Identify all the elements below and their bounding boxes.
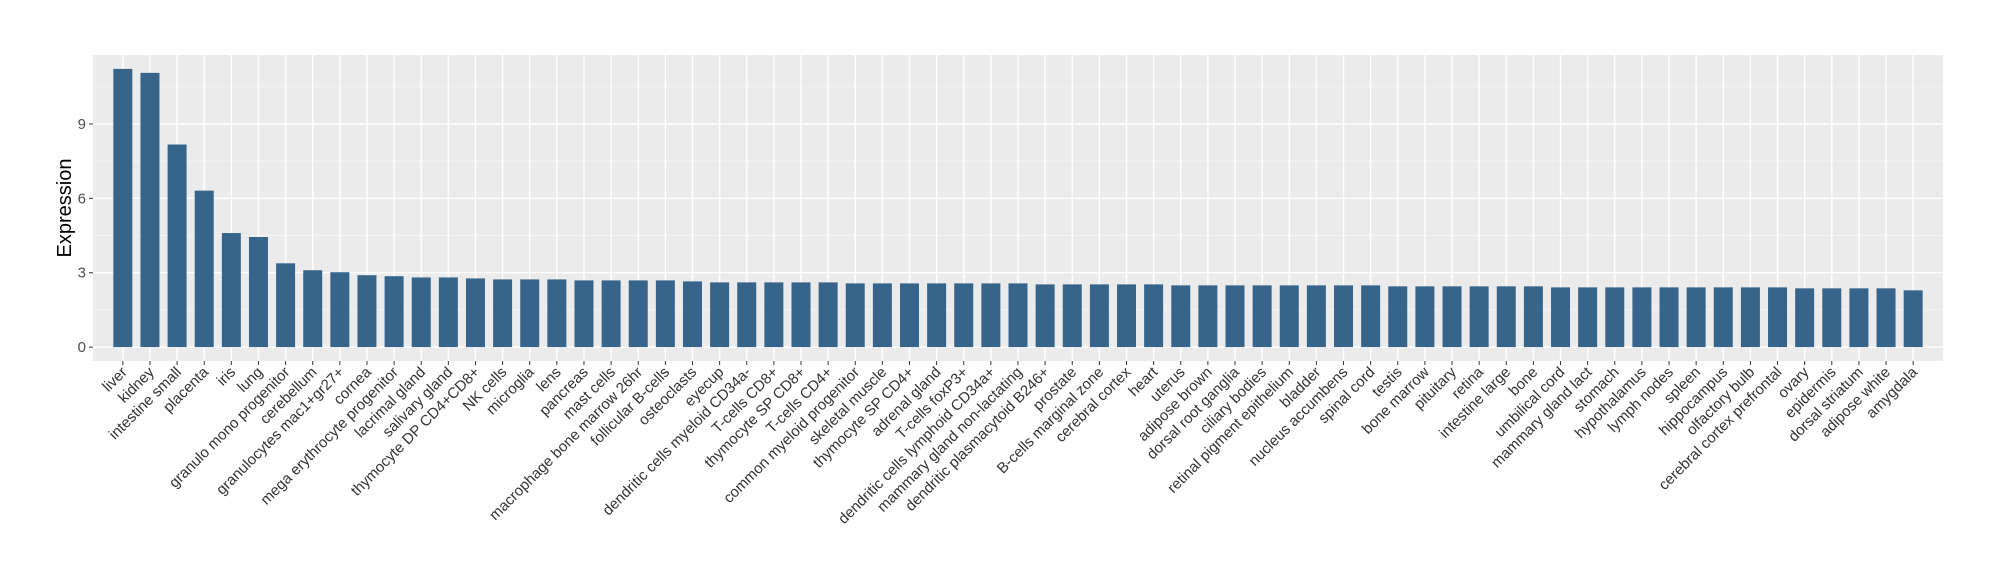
bar-microglia [520, 279, 540, 348]
bar-cerebral-cortex-prefrontal [1768, 287, 1788, 348]
bar-retinal-pigment-epithelium [1279, 285, 1299, 348]
bar-macrophage-bone-marrow-26hr [628, 280, 648, 348]
bar-mammary-gland-lact [1578, 287, 1598, 348]
bar-granulocytes-mac1-gr27- [330, 272, 350, 348]
y-tick-label: 3 [78, 265, 86, 282]
bar-osteoclasts [682, 281, 702, 348]
bar-hippocampus [1713, 287, 1733, 348]
bar-bladder [1306, 285, 1326, 348]
bar-dorsal-root-ganglia [1225, 285, 1245, 348]
y-axis: 0 3 6 9 [78, 116, 93, 356]
bars [113, 68, 1923, 348]
bar-thymocyte-sp-cd4- [900, 283, 919, 348]
bar-dendritic-cells-lymphoid-cd34a- [981, 283, 1001, 348]
bar-amygdala [1903, 290, 1923, 348]
bar-liver [113, 68, 133, 348]
bar-placenta [194, 190, 214, 348]
bar-dendritic-plasmacytoid-b246- [1035, 284, 1055, 348]
y-tick-label: 6 [78, 190, 86, 207]
bar-uterus [1171, 285, 1191, 348]
y-axis-title: Expression [54, 159, 76, 258]
bar-skeletal-muscle [872, 283, 892, 348]
bar-ovary [1795, 288, 1815, 348]
y-tick-label: 9 [78, 116, 86, 133]
bar-common-myeloid-progenitor [845, 283, 865, 348]
bar-follicular-b-cells [655, 280, 675, 348]
bar-thymocyte-dp-cd4-cd8- [465, 278, 485, 348]
bar-nk-cells [493, 279, 513, 348]
bar-iris [221, 233, 241, 348]
bar-dendritic-cells-myeloid-cd34a- [737, 282, 757, 348]
bar-b-cells-marginal-zone [1089, 284, 1109, 348]
bar-eyecup [710, 282, 730, 348]
bar-spleen [1686, 287, 1706, 348]
bar-cerebral-cortex [1117, 284, 1136, 348]
bar-intestine-small [167, 144, 187, 348]
bar-prostate [1062, 284, 1082, 348]
bar-ciliary-bodies [1252, 285, 1272, 348]
bar-bone-marrow [1415, 286, 1435, 348]
bar-lymph-nodes [1659, 287, 1679, 348]
bar-retina [1469, 286, 1489, 348]
bar-lens [547, 279, 567, 348]
bar-lacrimal-gland [411, 277, 431, 348]
bar-pancreas [574, 280, 594, 348]
bar-thymocyte-sp-cd8- [791, 282, 811, 348]
bar-intestine-large [1496, 286, 1516, 348]
bar-nucleus-accumbens [1334, 285, 1354, 348]
y-tick-label: 0 [78, 339, 86, 356]
bar-stomach [1605, 287, 1625, 348]
bar-cerebellum [303, 270, 323, 348]
bar-adipose-brown [1198, 285, 1218, 348]
bar-olfactory-bulb [1740, 287, 1760, 348]
bar-t-cells-foxp3- [954, 283, 974, 348]
bar-salivary-gland [438, 277, 458, 348]
bar-bone [1523, 286, 1543, 348]
bar-t-cells-cd4- [818, 282, 838, 348]
bar-hypothalamus [1632, 287, 1652, 348]
bar-umbilical-cord [1551, 287, 1571, 348]
bar-dorsal-striatum [1849, 288, 1869, 348]
bar-heart [1144, 284, 1164, 348]
bar-granulo-mono-progenitor [276, 263, 296, 348]
bar-adipose-white [1876, 288, 1896, 348]
bar-mammary-gland-non-lactating [1008, 283, 1028, 348]
bar-kidney [140, 72, 160, 348]
bar-lung [248, 237, 268, 348]
bar-spinal-cord [1361, 285, 1381, 348]
bar-pituitary [1442, 286, 1462, 348]
bar-epidermis [1822, 288, 1842, 348]
bar-mast-cells [601, 280, 621, 348]
bar-testis [1388, 286, 1408, 348]
bar-t-cells-cd8- [764, 282, 784, 348]
bar-cornea [357, 275, 377, 348]
bar-mega-erythrocyte-progenitor [384, 276, 404, 348]
bar-adrenal-gland [927, 283, 947, 348]
